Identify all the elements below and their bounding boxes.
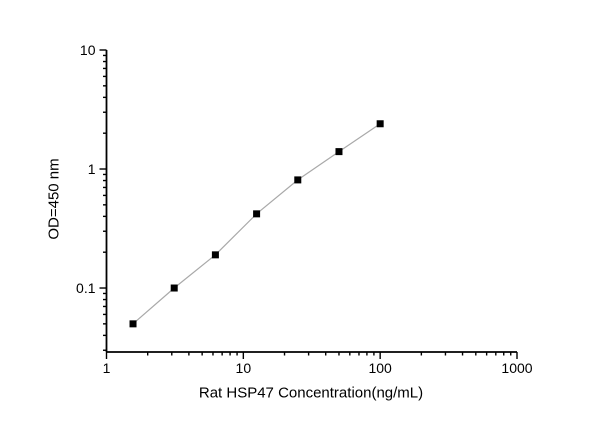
y-tick-label: 10 [80,42,96,58]
data-point-marker [294,176,302,184]
data-point-marker [335,148,343,156]
y-tick-label: 0.1 [76,280,96,296]
y-axis-label: OD=450 nm [45,158,63,240]
x-tick-label: 100 [368,360,392,376]
x-tick-label: 1 [103,360,111,376]
x-tick-label: 10 [236,360,252,376]
data-point-marker [170,284,178,292]
data-point-marker [211,251,219,259]
x-axis-label: Rat HSP47 Concentration(ng/mL) [198,384,424,402]
data-point-marker [253,210,261,218]
x-tick-label: 1000 [501,360,532,376]
standard-curve-line [132,123,381,325]
data-point-marker [129,320,137,328]
data-point-marker [376,120,384,128]
y-tick-label: 1 [88,161,96,177]
